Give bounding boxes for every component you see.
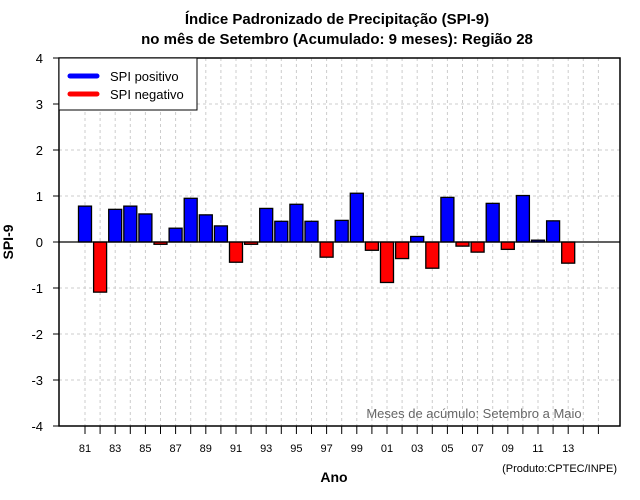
chart-title-line-1: Índice Padronizado de Precipitação (SPI-… — [185, 11, 489, 28]
bar-2010 — [515, 194, 531, 243]
bar-1989 — [198, 214, 213, 243]
bar-2012 — [545, 220, 561, 243]
x-tick-label: 05 — [441, 443, 453, 455]
bar-2013 — [561, 241, 576, 264]
bar-1982 — [92, 241, 108, 293]
x-tick-label: 89 — [200, 443, 212, 455]
bar-1981 — [77, 205, 93, 243]
product-credit: (Produto:CPTEC/INPE) — [502, 463, 617, 475]
bar-1985 — [138, 213, 153, 243]
x-tick-label: 83 — [109, 443, 121, 455]
x-tick-label: 09 — [502, 443, 514, 455]
bar-1983 — [108, 208, 123, 243]
bar-2002 — [394, 241, 410, 260]
x-axis: 81 83 85 87 89 91 93 95 97 99 01 03 05 07 09 11 13 — [79, 426, 599, 455]
chart-title-line-2: no mês de Setembro (Acumulado: 9 meses):… — [141, 31, 533, 48]
bar-2008 — [485, 202, 500, 243]
bar-1990 — [213, 225, 229, 243]
x-tick-label: 11 — [532, 443, 543, 455]
x-tick-label: 81 — [79, 443, 91, 455]
bar-1999 — [349, 192, 364, 243]
legend: SPI positivo SPI negativo — [58, 57, 198, 111]
x-tick-label: 91 — [230, 443, 242, 455]
x-tick-label: 13 — [562, 443, 574, 455]
y-tick-label: 1 — [36, 189, 43, 204]
x-tick-label: 85 — [139, 443, 151, 455]
y-tick-label: -2 — [31, 327, 43, 342]
bar-1988 — [183, 197, 198, 243]
y-tick-label: -1 — [31, 281, 43, 296]
x-tick-label: 95 — [290, 443, 302, 455]
bar-2005 — [440, 196, 455, 243]
grid — [59, 58, 620, 426]
bar-1991 — [228, 241, 244, 263]
x-tick-label: 03 — [411, 443, 423, 455]
x-tick-label: 07 — [471, 443, 483, 455]
x-tick-label: 97 — [320, 443, 332, 455]
y-tick-label: 2 — [36, 143, 43, 158]
y-tick-label: -3 — [31, 373, 43, 388]
legend-label-negative: SPI negativo — [110, 87, 184, 102]
bar-2000 — [364, 241, 380, 251]
bar-1994 — [274, 220, 289, 243]
bar-1993 — [259, 207, 274, 243]
bar-1998 — [334, 219, 349, 243]
legend-label-positive: SPI positivo — [110, 69, 179, 84]
bar-1984 — [123, 205, 138, 243]
bar-2003 — [410, 235, 425, 243]
bar-2009 — [500, 241, 515, 251]
y-tick-label: 4 — [36, 51, 43, 66]
y-axis-label: SPI-9 — [0, 224, 16, 259]
bar-1987 — [168, 227, 183, 243]
x-tick-label: 01 — [381, 443, 393, 455]
x-tick-label: 99 — [351, 443, 363, 455]
bar-2004 — [425, 241, 440, 269]
bar-1996 — [304, 220, 319, 243]
x-tick-label: 93 — [260, 443, 272, 455]
bar-1997 — [319, 241, 334, 258]
x-tick-label: 87 — [169, 443, 181, 455]
y-tick-label: -4 — [31, 419, 43, 434]
bar-1995 — [289, 203, 304, 243]
bar-2001 — [379, 241, 395, 284]
accumulation-note: Meses de acúmulo: Setembro a Maio — [366, 406, 581, 421]
y-axis: 4 3 2 1 0 -1 -2 -3 -4 — [31, 51, 59, 434]
x-axis-label: Ano — [320, 469, 347, 485]
y-tick-label: 0 — [36, 235, 43, 250]
legend-box — [58, 57, 198, 111]
y-tick-label: 3 — [36, 97, 43, 112]
bar-2007 — [470, 241, 485, 253]
